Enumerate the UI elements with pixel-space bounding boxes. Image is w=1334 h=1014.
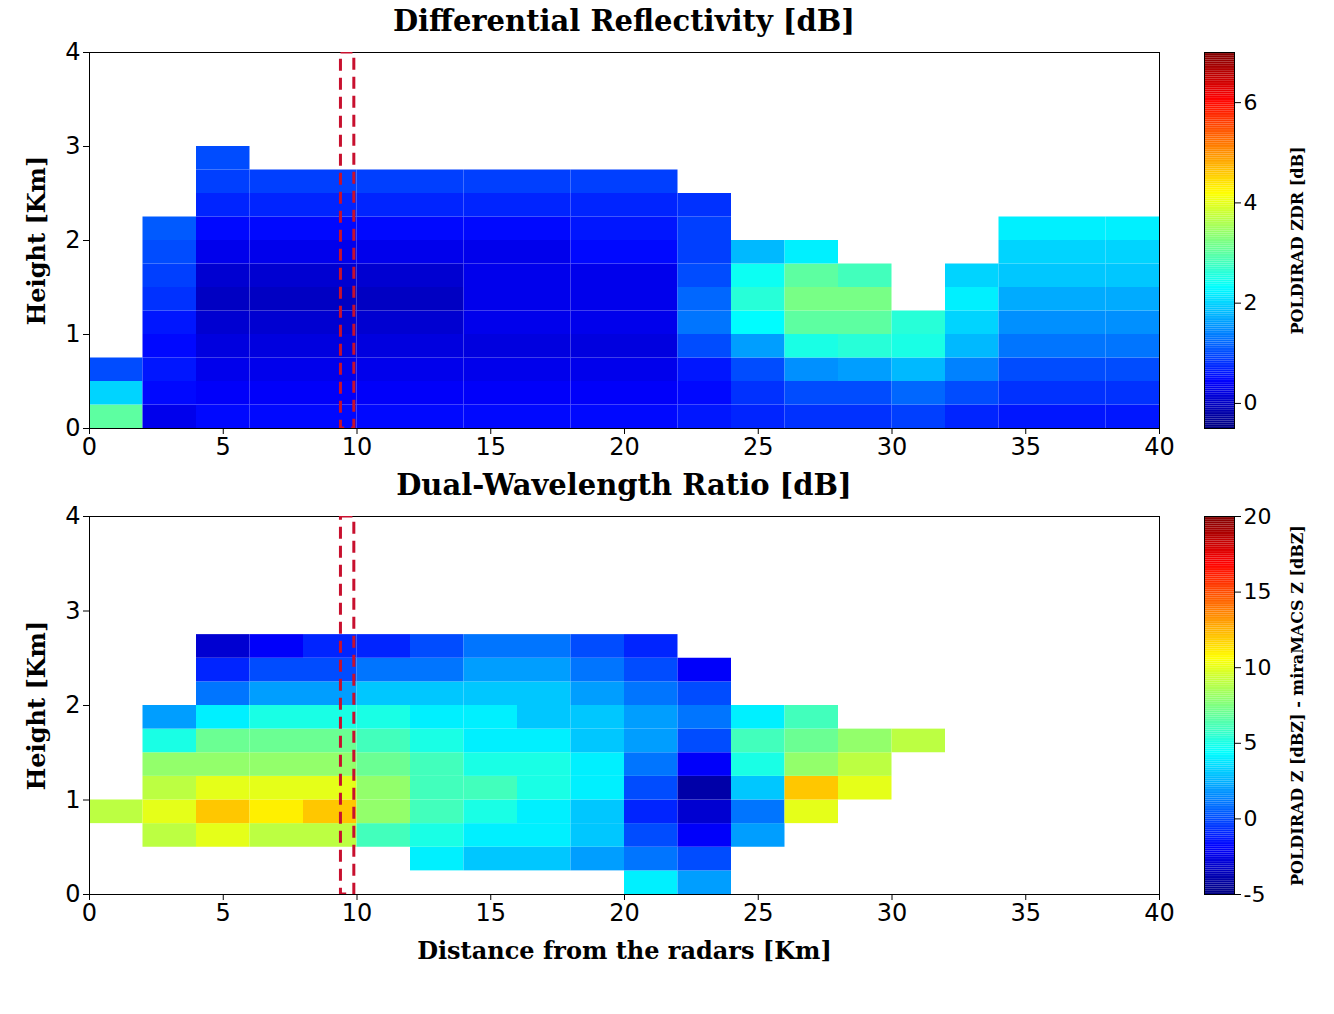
html-text:Differential Reflectivity [dB]: Differential Reflectivity [dB]: [392, 4, 856, 38]
svg-text:2: 2: [65, 691, 80, 719]
svg-text:Height [Km]: Height [Km]: [22, 621, 51, 791]
svg-text:1: 1: [65, 320, 80, 348]
svg-text:-5: -5: [1244, 882, 1266, 907]
html-text:Dual-Wavelength Ratio [dB]: Dual-Wavelength Ratio [dB]: [396, 468, 852, 502]
svg-text:Height [Km]: Height [Km]: [22, 156, 51, 326]
svg-text:15: 15: [475, 433, 506, 461]
svg-text:2: 2: [65, 226, 80, 254]
svg-text:35: 35: [1010, 433, 1041, 461]
svg-text:0: 0: [1244, 806, 1258, 831]
svg-text:25: 25: [743, 433, 774, 461]
svg-text:3: 3: [65, 597, 80, 625]
svg-text:4: 4: [65, 502, 80, 530]
svg-text:30: 30: [877, 899, 908, 927]
svg-text:4: 4: [1244, 190, 1258, 215]
svg-text:25: 25: [743, 899, 774, 927]
svg-text:40: 40: [1144, 433, 1175, 461]
svg-text:2: 2: [1244, 290, 1258, 315]
svg-text:POLDIRAD ZDR [dB]: POLDIRAD ZDR [dB]: [1288, 146, 1307, 334]
svg-text:35: 35: [1010, 899, 1041, 927]
svg-text:10: 10: [1244, 655, 1272, 680]
svg-text:15: 15: [1244, 579, 1272, 604]
svg-text:6: 6: [1244, 90, 1258, 115]
svg-text:0: 0: [65, 414, 80, 442]
svg-text:5: 5: [216, 899, 231, 927]
svg-text:20: 20: [609, 433, 640, 461]
svg-text:0: 0: [82, 433, 97, 461]
svg-text:0: 0: [82, 899, 97, 927]
svg-text:3: 3: [65, 132, 80, 160]
svg-text:Distance from the radars [Km]: Distance from the radars [Km]: [417, 936, 832, 965]
svg-text:0: 0: [1244, 390, 1258, 415]
svg-text:5: 5: [216, 433, 231, 461]
svg-text:20: 20: [609, 899, 640, 927]
svg-text:5: 5: [1244, 730, 1258, 755]
svg-text:1: 1: [65, 786, 80, 814]
svg-text:40: 40: [1144, 899, 1175, 927]
svg-text:30: 30: [877, 433, 908, 461]
svg-text:0: 0: [65, 880, 80, 908]
svg-text:15: 15: [475, 899, 506, 927]
svg-text:10: 10: [342, 433, 373, 461]
svg-text:POLDIRAD Z [dBZ] - miraMACS Z: POLDIRAD Z [dBZ] - miraMACS Z [dBZ]: [1288, 525, 1307, 886]
svg-text:4: 4: [65, 38, 80, 66]
svg-text:10: 10: [342, 899, 373, 927]
svg-text:20: 20: [1244, 504, 1272, 529]
